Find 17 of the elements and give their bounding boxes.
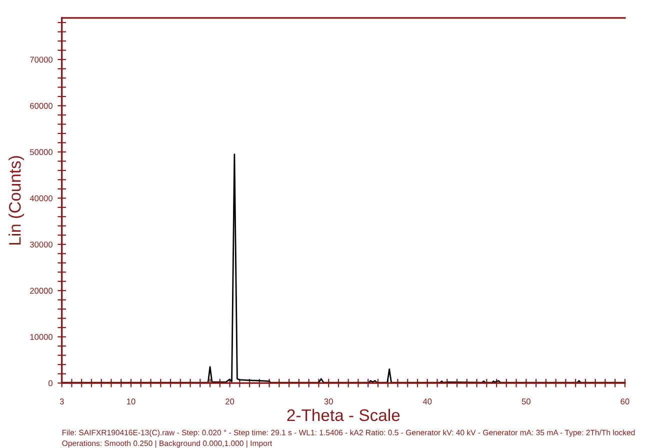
x-tick-label: 60 [620,398,630,404]
y-tick-label: 40000 [30,195,52,202]
x-tick-label: 20 [226,398,234,404]
x-tick-label: 30 [324,398,333,404]
x-tick-label: 10 [127,398,136,404]
x-tick-label: 50 [522,398,530,404]
y-tick-label: 10000 [30,334,52,340]
y-axis-title: Lin (Counts) [8,156,24,244]
x-tick-label: 40 [422,398,432,404]
y-tick-label: 70000 [30,56,52,63]
y-tick-label: 20000 [30,288,52,294]
x-tick-label: 3 [60,398,64,404]
y-tick-label: 30000 [30,242,52,248]
x-axis-title: 2-Theta - Scale [287,408,400,422]
y-tick-label: 0 [48,380,52,386]
y-tick-label: 60000 [30,102,52,109]
y-tick-label: 50000 [30,149,52,156]
